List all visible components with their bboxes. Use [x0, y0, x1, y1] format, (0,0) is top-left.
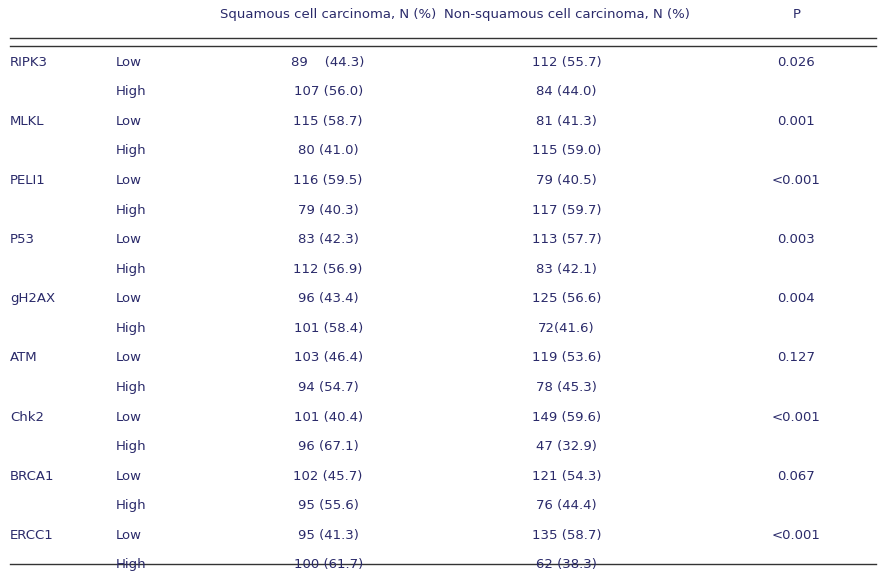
Text: 79 (40.3): 79 (40.3) [298, 204, 359, 216]
Text: 83 (42.3): 83 (42.3) [298, 233, 359, 246]
Text: 135 (58.7): 135 (58.7) [532, 529, 602, 542]
Text: Low: Low [116, 410, 143, 424]
Text: 112 (55.7): 112 (55.7) [532, 56, 602, 69]
Text: 117 (59.7): 117 (59.7) [532, 204, 602, 216]
Text: Low: Low [116, 292, 143, 305]
Text: 119 (53.6): 119 (53.6) [532, 351, 602, 364]
Text: Low: Low [116, 56, 143, 69]
Text: 115 (59.0): 115 (59.0) [532, 145, 602, 157]
Text: Low: Low [116, 529, 143, 542]
Text: 0.003: 0.003 [777, 233, 815, 246]
Text: 96 (43.4): 96 (43.4) [298, 292, 359, 305]
Text: 0.004: 0.004 [778, 292, 815, 305]
Text: Low: Low [116, 174, 143, 187]
Text: 79 (40.5): 79 (40.5) [536, 174, 597, 187]
Text: 0.001: 0.001 [777, 115, 815, 128]
Text: 149 (59.6): 149 (59.6) [532, 410, 602, 424]
Text: High: High [116, 204, 147, 216]
Text: P: P [792, 8, 800, 21]
Text: Non-squamous cell carcinoma, N (%): Non-squamous cell carcinoma, N (%) [444, 8, 689, 21]
Text: 107 (56.0): 107 (56.0) [293, 86, 362, 98]
Text: 103 (46.4): 103 (46.4) [293, 351, 362, 364]
Text: 100 (61.7): 100 (61.7) [293, 559, 362, 572]
Text: 89    (44.3): 89 (44.3) [291, 56, 365, 69]
Text: 0.067: 0.067 [777, 470, 815, 483]
Text: 80 (41.0): 80 (41.0) [298, 145, 359, 157]
Text: ERCC1: ERCC1 [11, 529, 54, 542]
Text: 116 (59.5): 116 (59.5) [293, 174, 363, 187]
Text: 72(41.6): 72(41.6) [539, 322, 595, 335]
Text: High: High [116, 86, 147, 98]
Text: 0.127: 0.127 [777, 351, 815, 364]
Text: BRCA1: BRCA1 [11, 470, 55, 483]
Text: Low: Low [116, 115, 143, 128]
Text: High: High [116, 145, 147, 157]
Text: 47 (32.9): 47 (32.9) [536, 440, 597, 453]
Text: PELI1: PELI1 [11, 174, 46, 187]
Text: 62 (38.3): 62 (38.3) [536, 559, 597, 572]
Text: High: High [116, 499, 147, 513]
Text: Squamous cell carcinoma, N (%): Squamous cell carcinoma, N (%) [220, 8, 436, 21]
Text: 101 (58.4): 101 (58.4) [293, 322, 362, 335]
Text: <0.001: <0.001 [772, 174, 820, 187]
Text: 94 (54.7): 94 (54.7) [298, 381, 359, 394]
Text: RIPK3: RIPK3 [11, 56, 48, 69]
Text: High: High [116, 440, 147, 453]
Text: 112 (56.9): 112 (56.9) [293, 263, 363, 276]
Text: High: High [116, 322, 147, 335]
Text: High: High [116, 263, 147, 276]
Text: P53: P53 [11, 233, 35, 246]
Text: 115 (58.7): 115 (58.7) [293, 115, 363, 128]
Text: 101 (40.4): 101 (40.4) [293, 410, 362, 424]
Text: 76 (44.4): 76 (44.4) [536, 499, 597, 513]
Text: 83 (42.1): 83 (42.1) [536, 263, 597, 276]
Text: 102 (45.7): 102 (45.7) [293, 470, 363, 483]
Text: MLKL: MLKL [11, 115, 44, 128]
Text: 95 (55.6): 95 (55.6) [298, 499, 359, 513]
Text: ATM: ATM [11, 351, 38, 364]
Text: 121 (54.3): 121 (54.3) [532, 470, 602, 483]
Text: 78 (45.3): 78 (45.3) [536, 381, 597, 394]
Text: 113 (57.7): 113 (57.7) [532, 233, 602, 246]
Text: Low: Low [116, 351, 143, 364]
Text: Low: Low [116, 233, 143, 246]
Text: 84 (44.0): 84 (44.0) [536, 86, 597, 98]
Text: gH2AX: gH2AX [11, 292, 55, 305]
Text: 96 (67.1): 96 (67.1) [298, 440, 359, 453]
Text: 0.026: 0.026 [777, 56, 815, 69]
Text: <0.001: <0.001 [772, 529, 820, 542]
Text: High: High [116, 559, 147, 572]
Text: Low: Low [116, 470, 143, 483]
Text: 95 (41.3): 95 (41.3) [298, 529, 359, 542]
Text: Chk2: Chk2 [11, 410, 44, 424]
Text: 81 (41.3): 81 (41.3) [536, 115, 597, 128]
Text: High: High [116, 381, 147, 394]
Text: <0.001: <0.001 [772, 410, 820, 424]
Text: 125 (56.6): 125 (56.6) [532, 292, 602, 305]
